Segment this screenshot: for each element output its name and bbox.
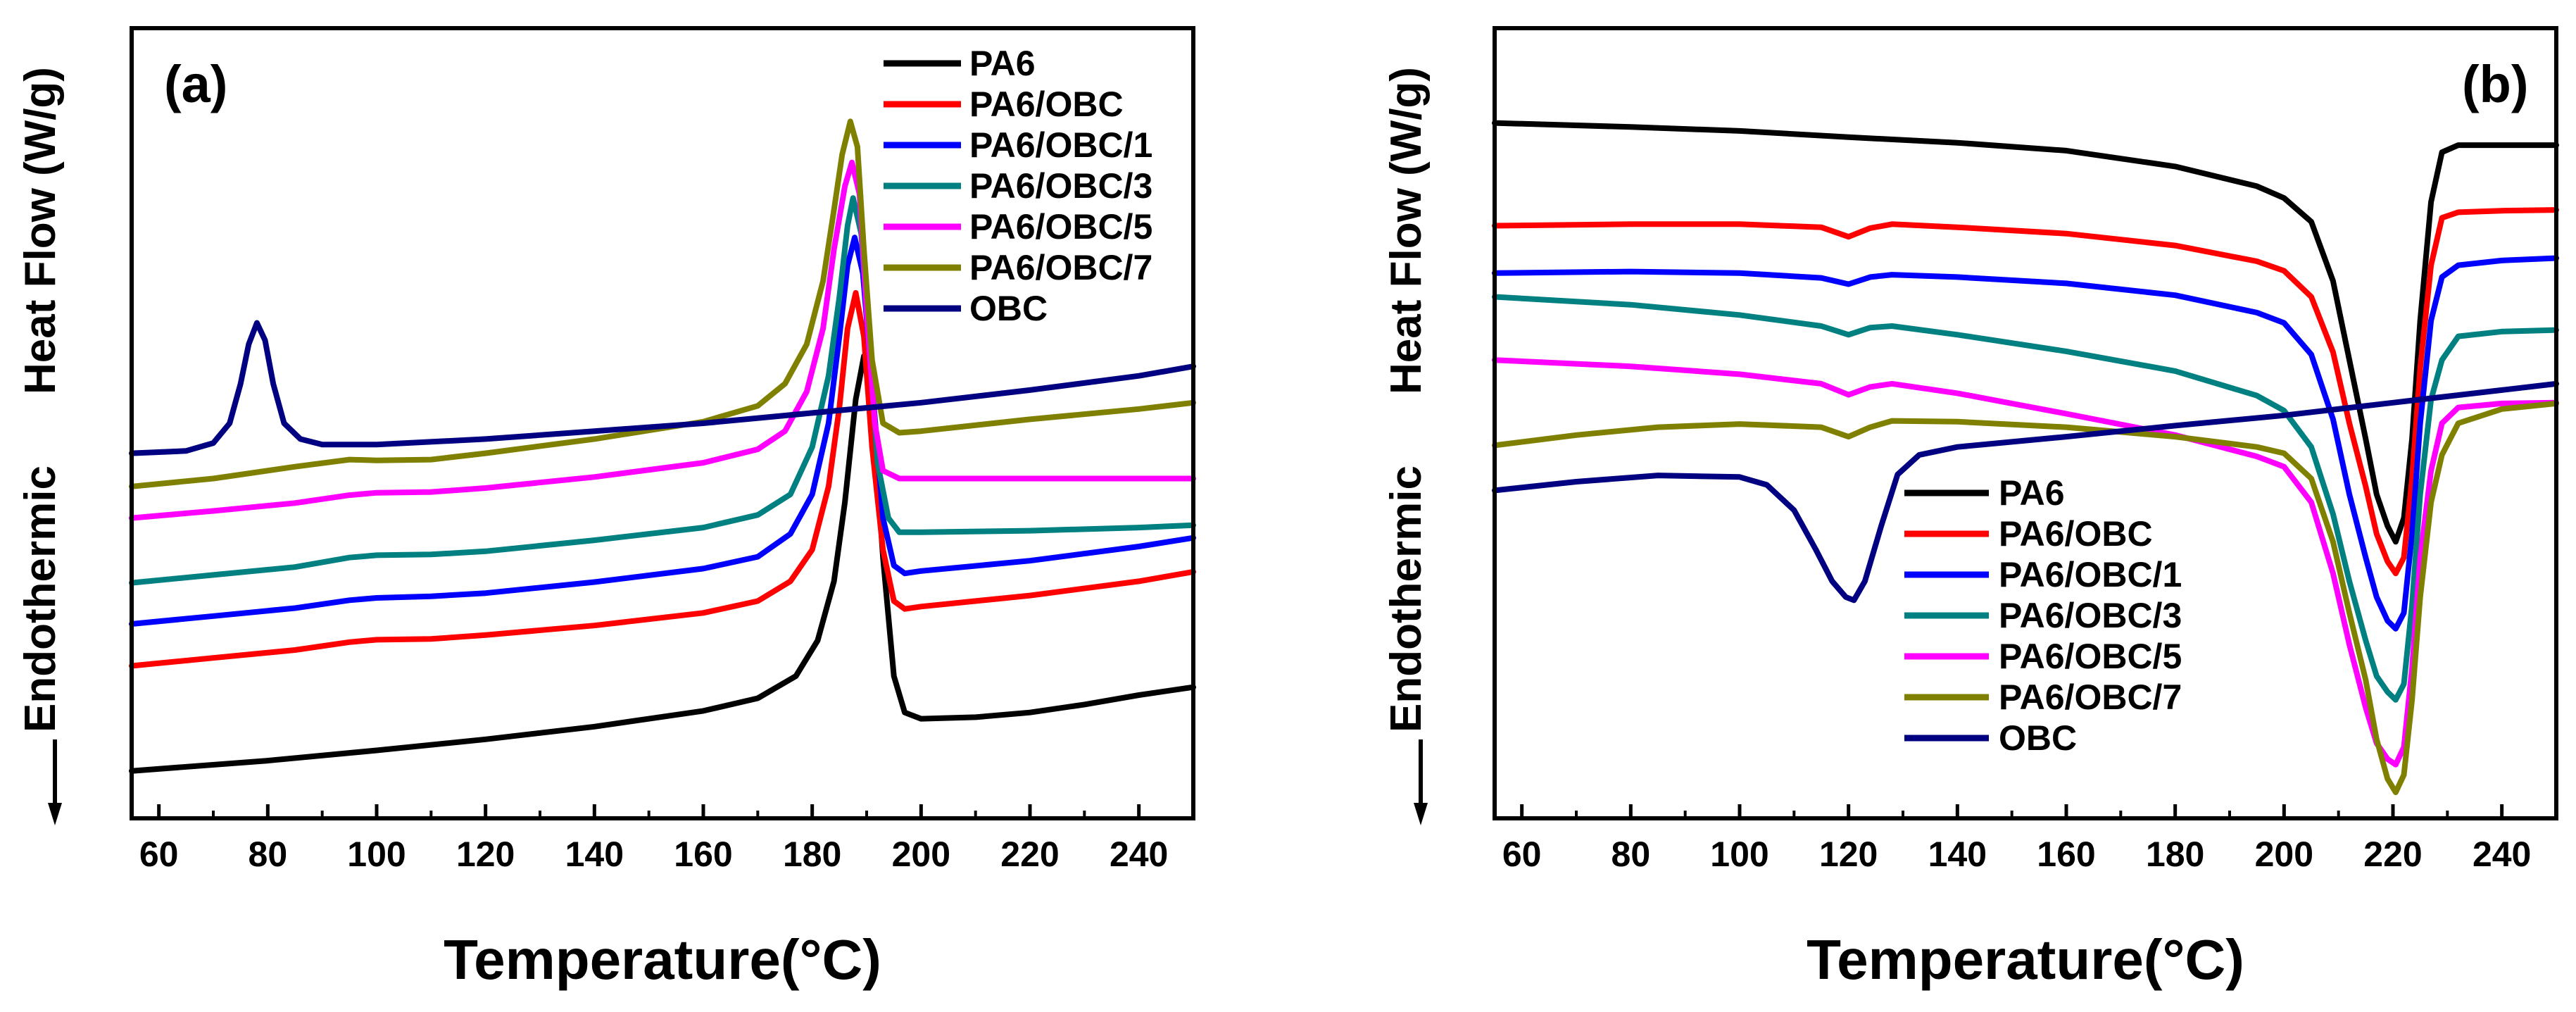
panel-a-label: (a) (164, 55, 227, 113)
panel-b-series-line-pa6 (1492, 120, 2559, 545)
panel-a-x-tick-label: 80 (249, 835, 288, 874)
panel-a-x-tick-label: 160 (674, 835, 732, 874)
panel-b-series-line-pa6-obc-5 (1492, 357, 2559, 768)
panel-b-x-tick-label: 240 (2473, 835, 2531, 874)
panel-a-series-line-pa6-obc-7 (129, 118, 1196, 489)
panel-b-series-line-obc (1492, 380, 2559, 604)
panel-b-x-tick-label: 140 (1928, 835, 1987, 874)
panel-b-x-ticks: 60 80 100 120 140 160 180 200 220 240 (1502, 804, 2558, 874)
panel-a-series-line-pa6 (129, 353, 1196, 774)
panel-a-x-ticks: 60 80 100 120 140 160 180 200 220 240 (139, 804, 1195, 874)
panel-a-legend-label-pa6-obc-5: PA6/OBC/5 (969, 207, 1152, 246)
panel-b-x-tick-label: 100 (1710, 835, 1768, 874)
panel-a-series-line-pa6-obc-3 (129, 195, 1196, 586)
panel-a: 60 80 100 120 140 160 180 200 220 240 (a) PA6PA6/… (16, 26, 1196, 991)
panel-a-series-line-pa6-obc-5 (129, 159, 1196, 521)
panel-a-series-line-pa6-obc-1 (129, 235, 1196, 627)
panel-b-x-tick-label: 220 (2363, 835, 2422, 874)
panel-a-x-tick-label: 140 (565, 835, 624, 874)
panel-b-legend-label-pa6-obc-3: PA6/OBC/3 (1999, 596, 2182, 635)
panel-b-plot-frame (1493, 26, 2558, 820)
panel-a-legend-label-obc: OBC (969, 289, 1048, 328)
panel-a-plot-frame (130, 26, 1195, 820)
panel-b-legend: PA6PA6/OBCPA6/OBC/1PA6/OBC/3PA6/OBC/5PA6… (1904, 473, 2182, 758)
panel-a-legend-label-pa6-obc: PA6/OBC (969, 85, 1124, 124)
panel-b-x-tick-label: 160 (2037, 835, 2095, 874)
panel-b: 60 80 100 120 140 160 180 200 220 240 (b) PA6PA6/… (1382, 26, 2559, 991)
panel-b-x-tick-label: 180 (2146, 835, 2204, 874)
panel-a-x-tick-label: 240 (1110, 835, 1168, 874)
panel-b-x-tick-label: 120 (1819, 835, 1878, 874)
panel-b-series-line-pa6-obc-1 (1492, 255, 2559, 632)
panel-a-x-tick-label: 220 (1000, 835, 1059, 874)
panel-a-x-tick-label: 120 (456, 835, 515, 874)
panel-b-series (1492, 120, 2559, 795)
panel-a-series-line-obc (129, 320, 1196, 456)
panel-b-legend-label-pa6: PA6 (1999, 473, 2065, 513)
panel-b-legend-label-pa6-obc-1: PA6/OBC/1 (1999, 555, 2182, 594)
panel-b-x-tick-label: 60 (1502, 835, 1542, 874)
panel-a-legend-label-pa6-obc-1: PA6/OBC/1 (969, 125, 1152, 165)
panel-a-x-tick-label: 180 (783, 835, 841, 874)
panel-a-y-arrow-head (48, 803, 62, 825)
panel-a-legend: PA6PA6/OBCPA6/OBC/1PA6/OBC/3PA6/OBC/5PA6… (884, 44, 1152, 328)
panel-a-x-tick-label: 200 (892, 835, 950, 874)
panel-b-x-axis-label: Temperature(°C) (1807, 928, 2244, 991)
panel-b-series-line-pa6-obc-7 (1492, 400, 2559, 795)
panel-b-legend-label-obc: OBC (1999, 718, 2077, 758)
panel-a-y-axis-label: Heat Flow (W/g) (16, 67, 65, 394)
panel-a-series-line-pa6-obc (129, 289, 1196, 669)
panel-b-legend-label-pa6-obc-7: PA6/OBC/7 (1999, 677, 2182, 717)
panel-b-legend-label-pa6-obc: PA6/OBC (1999, 514, 2153, 554)
panel-b-legend-label-pa6-obc-5: PA6/OBC/5 (1999, 637, 2182, 676)
panel-b-series-line-pa6-obc (1492, 207, 2559, 577)
panel-a-y-axis-prefix: Endothermic (16, 466, 65, 732)
panel-a-series (129, 118, 1196, 774)
panel-b-y-arrow-head (1414, 803, 1428, 825)
panel-a-x-axis-label: Temperature(°C) (444, 928, 881, 991)
panel-b-x-tick-label: 80 (1611, 835, 1651, 874)
panel-b-x-tick-label: 200 (2255, 835, 2313, 874)
panel-a-y-axis-label-group: Endothermic Heat Flow (W/g) (16, 67, 65, 825)
panel-b-y-axis-label-group: Endothermic Heat Flow (W/g) (1382, 67, 1431, 825)
panel-a-legend-label-pa6: PA6 (969, 44, 1036, 83)
panel-a-legend-label-pa6-obc-3: PA6/OBC/3 (969, 166, 1152, 206)
panel-b-label: (b) (2462, 55, 2529, 113)
panel-a-x-tick-label: 60 (139, 835, 179, 874)
panel-a-legend-label-pa6-obc-7: PA6/OBC/7 (969, 248, 1152, 287)
panel-b-series-line-pa6-obc-3 (1492, 294, 2559, 703)
panel-b-y-axis-label: Heat Flow (W/g) (1382, 67, 1431, 394)
panel-a-x-tick-label: 100 (347, 835, 406, 874)
panel-b-y-axis-prefix: Endothermic (1382, 466, 1431, 732)
